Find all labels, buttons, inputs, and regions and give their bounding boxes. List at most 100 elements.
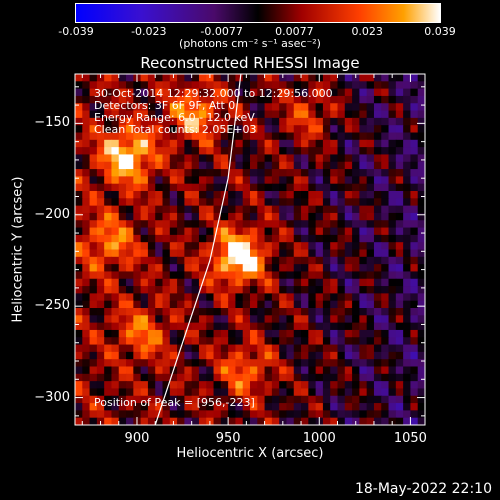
heatmap-cell	[264, 74, 273, 82]
heatmap-cell	[359, 417, 368, 425]
heatmap-cell	[147, 417, 156, 425]
heatmap-cell	[286, 242, 295, 251]
heatmap-cell	[228, 110, 237, 119]
heatmap-cell	[133, 351, 142, 360]
heatmap-cell	[140, 308, 149, 316]
heatmap-cell	[184, 395, 193, 404]
heatmap-cell	[293, 191, 302, 199]
heatmap-cell	[293, 388, 302, 397]
heatmap-cell	[373, 344, 382, 353]
heatmap-cell	[118, 417, 127, 425]
heatmap-cell	[126, 227, 134, 236]
heatmap-cell	[184, 256, 193, 265]
heatmap-cell	[228, 227, 237, 236]
heatmap-cell	[330, 161, 339, 170]
heatmap-cell	[264, 373, 273, 382]
heatmap-cell	[126, 271, 134, 280]
heatmap-cell	[191, 344, 200, 353]
heatmap-cell	[111, 256, 120, 265]
heatmap-cell	[242, 388, 251, 397]
heatmap-cell	[169, 308, 178, 316]
heatmap-cell	[286, 191, 295, 199]
heatmap-cell	[184, 183, 193, 192]
heatmap-cell	[337, 351, 346, 360]
heatmap-cell	[228, 351, 237, 360]
heatmap-cell	[111, 227, 120, 236]
heatmap-cell	[395, 293, 404, 302]
heatmap-cell	[286, 286, 295, 294]
heatmap-cell	[206, 242, 215, 251]
heatmap-cell	[133, 329, 142, 338]
heatmap-cell	[352, 191, 360, 199]
heatmap-cell	[126, 198, 134, 207]
heatmap-cell	[322, 366, 331, 375]
heatmap-cell	[286, 169, 295, 177]
heatmap-cell	[257, 417, 266, 425]
heatmap-cell	[373, 147, 382, 156]
heatmap-cell	[330, 249, 339, 258]
heatmap-cell	[118, 212, 127, 221]
heatmap-cell	[352, 242, 360, 251]
heatmap-cell	[271, 95, 280, 104]
heatmap-cell	[410, 315, 419, 324]
heatmap-cell	[308, 125, 317, 134]
heatmap-cell	[344, 256, 353, 265]
heatmap-cell	[220, 293, 229, 302]
heatmap-cell	[191, 271, 200, 280]
heatmap-cell	[235, 125, 244, 134]
heatmap-cell	[126, 234, 134, 243]
heatmap-cell	[417, 286, 425, 294]
heatmap-cell	[140, 278, 149, 287]
heatmap-cell	[162, 234, 171, 243]
heatmap-cell	[126, 388, 134, 397]
heatmap-cell	[337, 381, 346, 390]
heatmap-cell	[308, 359, 317, 368]
heatmap-cell	[162, 359, 171, 368]
heatmap-cell	[169, 410, 178, 419]
heatmap-cell	[271, 308, 280, 316]
heatmap-cell	[250, 169, 258, 177]
heatmap-cell	[388, 169, 397, 177]
heatmap-cell	[417, 249, 425, 258]
heatmap-cell	[184, 212, 193, 221]
heatmap-cell	[417, 103, 425, 112]
heatmap-cell	[147, 264, 156, 273]
heatmap-cell	[75, 300, 83, 309]
heatmap-cell	[162, 337, 171, 346]
heatmap-cell	[315, 278, 324, 287]
heatmap-cell	[352, 359, 360, 368]
heatmap-cell	[271, 388, 280, 397]
heatmap-cell	[89, 95, 98, 104]
heatmap-cell	[381, 308, 390, 316]
heatmap-cell	[271, 198, 280, 207]
heatmap-cell	[330, 234, 339, 243]
heatmap-cell	[337, 344, 346, 353]
heatmap-cell	[359, 278, 368, 287]
heatmap-cell	[228, 234, 237, 243]
heatmap-cell	[169, 329, 178, 338]
heatmap-cell	[147, 403, 156, 411]
heatmap-cell	[82, 264, 91, 273]
heatmap-cell	[257, 132, 266, 141]
heatmap-cell	[344, 103, 353, 112]
heatmap-cell	[388, 278, 397, 287]
heatmap-cell	[162, 154, 171, 163]
heatmap-cell	[344, 351, 353, 360]
heatmap-cell	[293, 242, 302, 251]
heatmap-cell	[198, 351, 207, 360]
heatmap-cell	[140, 286, 149, 294]
heatmap-cell	[366, 322, 375, 331]
heatmap-cell	[118, 242, 127, 251]
heatmap-cell	[191, 110, 200, 119]
heatmap-cell	[235, 256, 244, 265]
heatmap-cell	[395, 344, 404, 353]
heatmap-cell	[169, 176, 178, 185]
heatmap-cell	[75, 249, 83, 258]
heatmap-cell	[184, 410, 193, 419]
heatmap-cell	[104, 117, 113, 126]
heatmap-cell	[133, 125, 142, 134]
heatmap-cell	[118, 403, 127, 411]
heatmap-cell	[147, 351, 156, 360]
heatmap-cell	[417, 110, 425, 119]
heatmap-cell	[352, 81, 360, 90]
